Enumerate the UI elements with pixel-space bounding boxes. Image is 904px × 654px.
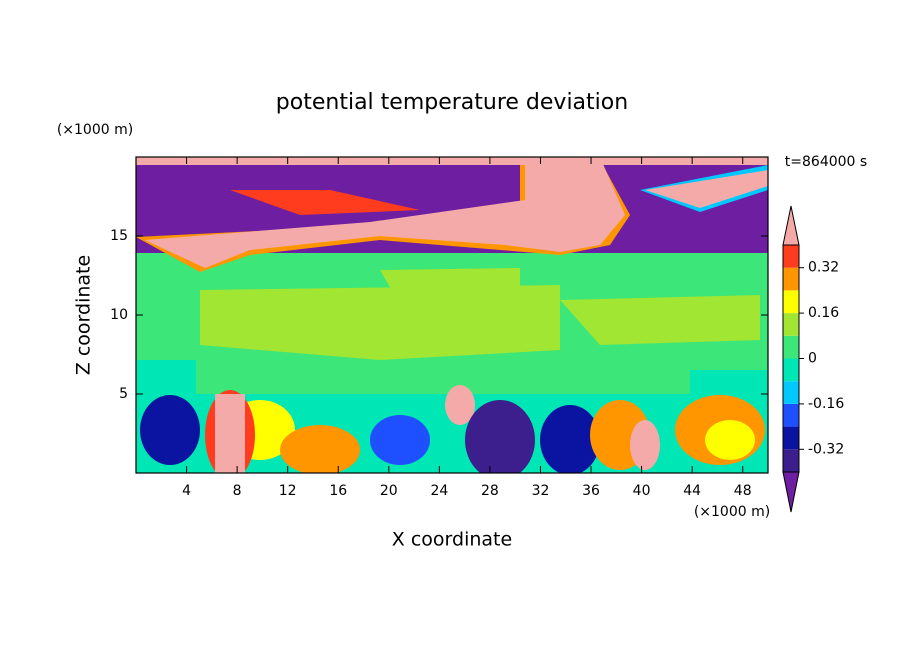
colorbar-tick-label: -0.16 bbox=[808, 396, 844, 412]
colorbar-band bbox=[783, 313, 799, 336]
x-tick-label: 20 bbox=[380, 483, 398, 499]
x-tick-label: 4 bbox=[182, 483, 191, 499]
colorbar-tick-label: -0.32 bbox=[808, 441, 844, 457]
x-tick-label: 24 bbox=[430, 483, 448, 499]
y-tick-label: 10 bbox=[110, 307, 128, 323]
x-tick-label: 8 bbox=[233, 483, 242, 499]
y-tick-label: 15 bbox=[110, 228, 128, 244]
colorbar-band bbox=[783, 358, 799, 382]
x-tick-label: 36 bbox=[582, 483, 600, 499]
x-tick-label: 48 bbox=[734, 483, 752, 499]
y-tick-label: 5 bbox=[119, 386, 128, 402]
colorbar-band bbox=[783, 245, 799, 268]
x-tick-label: 32 bbox=[532, 483, 550, 499]
colorbar-band bbox=[783, 381, 799, 404]
colorbar-band bbox=[783, 449, 799, 472]
colorbar-tick-label: 0.32 bbox=[808, 260, 839, 276]
contour-field bbox=[136, 157, 768, 473]
y-unit: (×1000 m) bbox=[57, 122, 133, 138]
colorbar-band bbox=[783, 335, 799, 359]
x-tick-label: 44 bbox=[683, 483, 701, 499]
x-unit: (×1000 m) bbox=[694, 504, 770, 520]
colorbar-band bbox=[783, 290, 799, 314]
colorbar-tick-label: 0 bbox=[808, 351, 817, 367]
colorbar-band bbox=[783, 267, 799, 291]
x-axis-label: X coordinate bbox=[392, 529, 512, 551]
x-tick-label: 16 bbox=[329, 483, 347, 499]
x-tick-label: 40 bbox=[633, 483, 651, 499]
time-annotation: t=864000 s bbox=[785, 154, 867, 170]
colorbar-tick-label: 0.16 bbox=[808, 305, 839, 321]
x-tick-label: 12 bbox=[279, 483, 297, 499]
colorbar-under bbox=[782, 471, 800, 513]
colorbar-band bbox=[783, 403, 799, 427]
colorbar-band bbox=[783, 426, 799, 450]
x-tick-label: 28 bbox=[481, 483, 499, 499]
chart-title: potential temperature deviation bbox=[276, 90, 628, 115]
colorbar-over bbox=[782, 205, 800, 246]
y-axis-label: Z coordinate bbox=[73, 255, 95, 375]
